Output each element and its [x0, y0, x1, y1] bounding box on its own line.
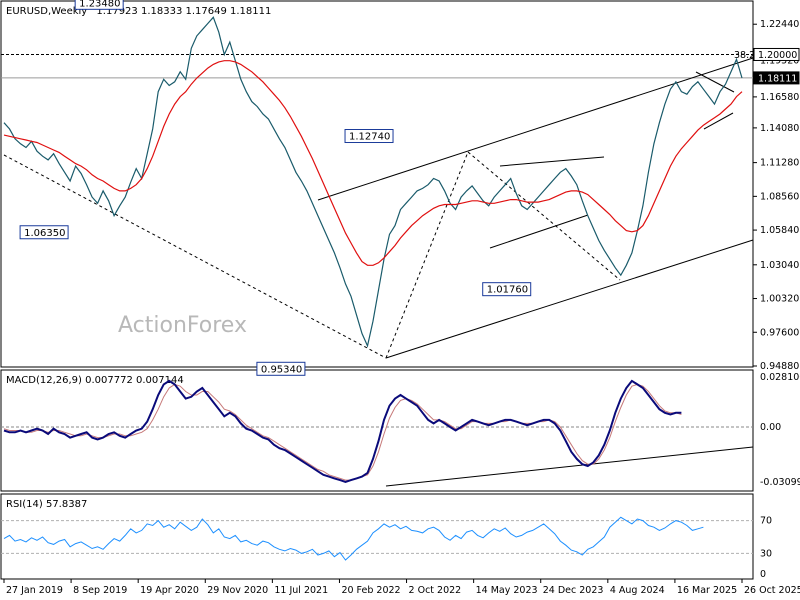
macd-tick-label: 0.028106 [760, 372, 800, 383]
annotation-label: 1.06350 [24, 228, 65, 239]
x-tick-label: 8 Sep 2019 [73, 585, 127, 596]
macd-trendline [385, 446, 754, 487]
price-series [3, 16, 743, 348]
annotation-box [74, 0, 124, 10]
annotation-label: 0.95340 [261, 364, 302, 375]
rsi-line [3, 516, 704, 561]
rsi-axis: 70 30 0 [760, 516, 772, 580]
rsi-tick-label: 70 [760, 516, 772, 527]
dashed-rally-line [385, 151, 469, 359]
macd-line [3, 379, 682, 483]
price-tick-label: 1.16580 [760, 92, 799, 103]
price-tick-label: 1.03040 [760, 260, 799, 271]
rsi-tick-label: 0 [760, 569, 766, 580]
annotation-box [19, 225, 69, 240]
level-price-label: 1.20000 [758, 50, 797, 61]
annotation-label: 1.12740 [349, 132, 390, 143]
trendlines [3, 57, 754, 359]
rsi-title: RSI(14) 57.8387 [6, 499, 87, 510]
wedge-lower-line [703, 112, 734, 130]
x-tick-label: 29 Nov 2020 [207, 585, 268, 596]
chart-symbol: EURUSD,Weekly [6, 6, 87, 17]
x-tick-label: 27 Jan 2019 [6, 585, 63, 596]
price-tick-label: 1.11280 [760, 158, 799, 169]
lower-channel-line [385, 239, 754, 359]
level-price-box: 1.20000 [753, 47, 800, 61]
x-tick-label: 4 Aug 2024 [610, 585, 665, 596]
price-tick-label: 1.08560 [760, 191, 799, 202]
price-tick-label: 1.05840 [760, 225, 799, 236]
upper-channel-line [317, 57, 754, 201]
current-price-label: 1.18111 [758, 73, 797, 84]
rsi-panel-frame [0, 493, 754, 580]
watermark: ActionForex [118, 313, 247, 338]
rsi-tick-label: 30 [760, 548, 772, 559]
chart-ohlc: 1.17923 1.18333 1.17649 1.18111 [96, 6, 271, 17]
dashed-decline-line [467, 151, 621, 281]
flag-lower-line [489, 214, 589, 249]
macd-axis: 0.028106 0.00 -0.03099 [760, 372, 800, 488]
x-tick-label: 16 Mar 2025 [677, 585, 737, 596]
x-tick-label: 2 Oct 2022 [409, 585, 462, 596]
annotation-box [256, 361, 306, 376]
x-tick-label: 14 May 2023 [476, 585, 538, 596]
x-tick-label: 24 Dec 2023 [543, 585, 604, 596]
macd-panel-frame [0, 369, 754, 492]
macd-title: MACD(12,26,9) 0.007772 0.007144 [6, 375, 184, 386]
annotation-label: 1.01760 [487, 285, 528, 296]
moving-average-line [3, 60, 743, 266]
price-tick-label: 1.22440 [760, 19, 799, 30]
wedge-upper-line [695, 71, 735, 93]
macd-tick-label: -0.03099 [760, 477, 800, 488]
fib-label: 38.2 [734, 50, 755, 61]
x-tick-label: 20 Feb 2022 [341, 585, 400, 596]
x-tick-label: 11 Jul 2021 [274, 585, 328, 596]
flag-upper-line [499, 156, 605, 167]
price-tick-label: 0.94880 [760, 361, 799, 372]
price-tick-label: 1.00320 [760, 294, 799, 305]
price-panel-frame [0, 0, 754, 368]
dashed-trendline-down [3, 154, 387, 359]
x-axis: 27 Jan 2019 8 Sep 2019 19 Apr 2020 29 Nov 2… [3, 579, 800, 596]
price-tick-label: 0.97600 [760, 327, 799, 338]
annotation-box [482, 282, 532, 297]
x-tick-label: 26 Oct 2025 [744, 585, 800, 596]
current-price-box: 1.18111 [753, 71, 800, 85]
annotation-label: 1.23480 [79, 0, 120, 9]
price-annotations: 1.23480 1.06350 1.12740 0.95340 1.01760 [19, 0, 532, 376]
annotation-box [344, 129, 394, 144]
price-tick-label: 1.14080 [760, 123, 799, 134]
macd-tick-label: 0.00 [760, 422, 781, 433]
x-tick-label: 19 Apr 2020 [140, 585, 199, 596]
price-header: EURUSD,Weekly 1.17923 1.18333 1.17649 1.… [6, 6, 271, 17]
